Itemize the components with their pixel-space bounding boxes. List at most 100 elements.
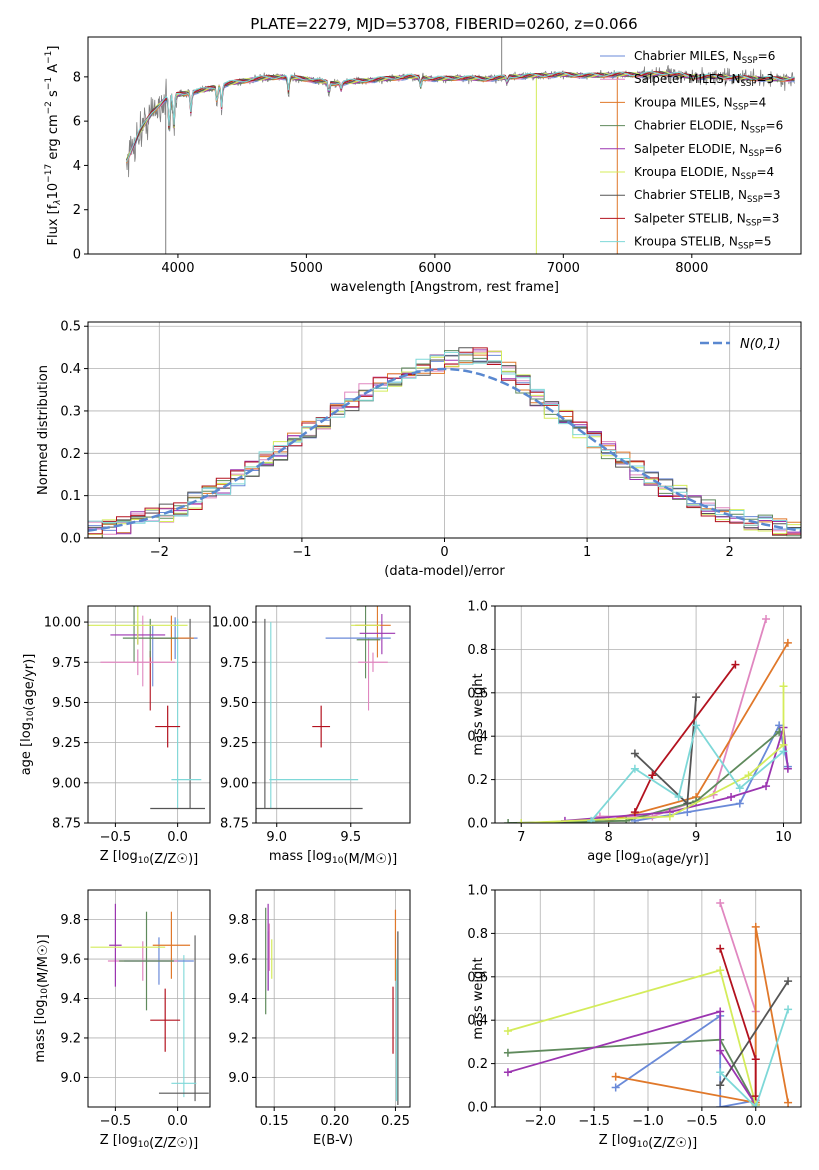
weight-line-kroupa-elodie: [521, 686, 785, 823]
weight-vs-metallicity-panel: −2.0 −1.5 −1.0 −0.5 0.0 0.0 0.2 0.4 0.6 0.8 1.0 Z […: [467, 884, 802, 1151]
weight-marker: [630, 764, 639, 773]
weight-marker: [784, 1005, 793, 1014]
model-spectrum-kroupa-stelib: [126, 71, 795, 163]
plot-area: [503, 899, 793, 1107]
y-axis-label: mass [log10(M/M☉)]: [33, 934, 51, 1062]
y-tick-label: 0.2: [467, 773, 488, 788]
weight-line-chabrier-stelib: [719, 980, 789, 1086]
grid-lines: [256, 890, 410, 1107]
y-tick-label: 0.0: [467, 1101, 488, 1116]
x-tick-label: 8: [605, 830, 613, 845]
x-tick-label: 2: [726, 545, 734, 560]
y-tick-label: 9.4: [228, 992, 249, 1007]
plot-area: [256, 606, 396, 810]
weight-marker: [683, 799, 692, 808]
y-tick-label: 0.4: [467, 1014, 488, 1029]
y-tick-label: 9.2: [228, 1031, 249, 1046]
weight-marker: [674, 792, 683, 801]
x-tick-label: −1.5: [578, 1114, 610, 1129]
weight-marker: [630, 808, 639, 817]
spectrum-panel: 4000 5000 6000 7000 8000 0 2 4 6 8 wavelength [Ang…: [44, 36, 802, 295]
x-tick-label: −0.5: [100, 830, 132, 845]
y-tick-label: 0.2: [467, 1057, 488, 1072]
legend-entry: Chabrier ELODIE, NSSP=6: [634, 119, 783, 136]
plot-area: [265, 903, 399, 1106]
x-axis-label: age [log10(age/yr)]: [587, 849, 709, 867]
y-tick-label: 9.2: [60, 1031, 81, 1046]
y-tick-label: 0.4: [467, 730, 488, 745]
weight-marker: [727, 792, 736, 801]
weight-marker: [762, 615, 771, 624]
weight-marker: [692, 721, 701, 730]
figure-title: PLATE=2279, MJD=53708, FIBERID=0260, z=0…: [250, 15, 637, 33]
age-vs-metallicity-panel: −0.5 0.0 8.75 9.00 9.25 9.50 9.75 10.00 Z [log10…: [19, 605, 211, 867]
model-spectrum-salpeter-elodie: [126, 71, 795, 160]
y-tick-label: 0.5: [60, 320, 81, 335]
weight-line-chabrier-miles: [615, 1014, 756, 1107]
weight-marker: [731, 660, 740, 669]
y-tick-label: 9.6: [228, 953, 249, 968]
y-tick-label: 9.75: [52, 656, 81, 671]
y-tick-label: 9.50: [220, 696, 249, 711]
axes-frame: [494, 605, 802, 824]
weight-marker: [716, 1081, 725, 1090]
y-tick-label: 6: [73, 115, 81, 130]
x-axis-label: (data-model)/error: [384, 564, 505, 579]
weight-marker: [587, 816, 596, 823]
y-axis-label: Normed distribution: [36, 365, 51, 495]
y-tick-label: 0.3: [60, 404, 81, 419]
weight-marker: [783, 764, 792, 773]
y-tick-label: 10.00: [44, 616, 81, 631]
y-tick-label: 1.0: [467, 600, 488, 615]
mass-vs-metallicity-panel: −0.5 0.0 9.0 9.2 9.4 9.6 9.8 Z [log10(Z/Z☉)] mas…: [33, 889, 211, 1151]
x-tick-label: 0.20: [320, 1114, 349, 1129]
weight-marker: [716, 966, 725, 975]
plot-area: [88, 606, 206, 810]
y-tick-label: 0.2: [60, 447, 81, 462]
weight-vs-age-panel: 7 8 9 10 0.0 0.2 0.4 0.6 0.8 1.0 age [log10(age/yr…: [467, 600, 802, 867]
x-tick-label: −2.0: [524, 1114, 556, 1129]
legend-entry: Kroupa MILES, NSSP=4: [634, 95, 766, 112]
weight-line-kroupa-miles: [615, 926, 789, 1104]
weight-marker: [611, 1072, 620, 1081]
weight-marker: [517, 819, 526, 823]
y-tick-label: 0.6: [467, 686, 488, 701]
age-vs-mass-panel: 9.0 9.5 8.75 9.00 9.25 9.50 9.75 10.00 mass [log…: [212, 605, 411, 867]
legend-entry: Kroupa ELODIE, NSSP=4: [634, 165, 774, 182]
weight-marker: [503, 1048, 512, 1057]
x-tick-label: 5000: [290, 261, 323, 276]
legend: Chabrier MILES, NSSP=6 Salpeter MILES, NS…: [600, 49, 783, 252]
weight-marker: [716, 944, 725, 953]
x-axis-label: Z [log10(Z/Z☉)]: [100, 849, 198, 867]
y-tick-label: 8.75: [52, 817, 81, 832]
histogram-kroupa-elodie: [88, 350, 801, 535]
plot-area: [126, 37, 795, 254]
y-axis-label: age [log10(age/yr)]: [19, 654, 37, 776]
grid-lines: [88, 890, 210, 1107]
y-tick-label: 0.4: [60, 362, 81, 377]
weight-marker: [504, 819, 513, 823]
x-axis-label: Z [log10(Z/Z☉)]: [599, 1133, 697, 1151]
weight-marker: [503, 1068, 512, 1077]
x-axis-label: E(B-V): [313, 1133, 353, 1148]
weight-marker: [716, 899, 725, 908]
x-tick-label: −2: [150, 545, 169, 560]
histogram-kroupa-stelib: [88, 351, 801, 530]
residuals-panel: −2 −1 0 1 2 0.0 0.1 0.2 0.3 0.4 0.5 (data-model)/er…: [36, 320, 802, 579]
legend-entry: Salpeter ELODIE, NSSP=6: [634, 142, 782, 159]
weight-marker: [716, 1068, 725, 1077]
y-tick-label: 9.0: [228, 1071, 249, 1086]
histogram-salpeter-stelib: [88, 347, 801, 536]
weight-marker: [503, 1027, 512, 1036]
x-tick-label: −1.0: [632, 1114, 664, 1129]
x-tick-label: 6000: [418, 261, 451, 276]
axes-frame: [255, 605, 411, 824]
weight-line-kroupa-stelib: [590, 723, 785, 822]
x-tick-label: 0.0: [167, 830, 188, 845]
x-tick-label: 0.25: [381, 1114, 410, 1129]
y-axis-label: mass weight: [471, 957, 486, 1039]
y-tick-label: 10.00: [212, 616, 249, 631]
y-tick-label: 8: [73, 70, 81, 85]
y-tick-label: 9.8: [60, 913, 81, 928]
y-axis-label: Flux [fλ10−17 erg cm−2 s−1 A−1]: [44, 46, 63, 246]
